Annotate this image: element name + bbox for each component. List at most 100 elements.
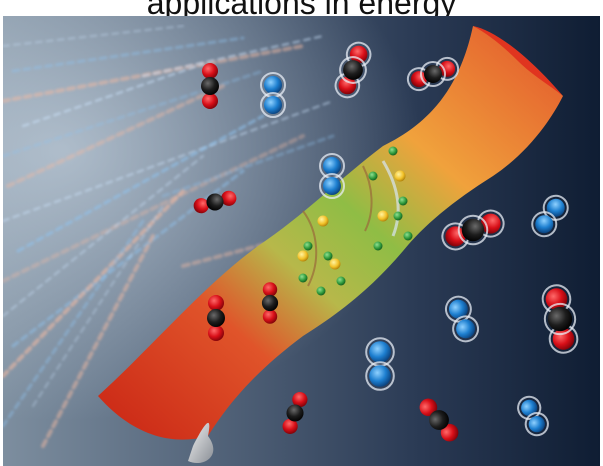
co2-molecule [419,398,459,442]
motion-streak [41,234,155,448]
n2-molecule [260,72,286,118]
pore-molecule-yellow [394,170,406,182]
carbon-atom-halo [420,61,446,87]
carbon-atom [286,404,304,422]
nitrogen-atom [456,319,476,339]
motion-streak [6,84,225,188]
pore-molecule-yellow [329,258,341,270]
oxygen-atom [292,392,308,408]
motion-streak [161,134,335,198]
nitrogen-atom [535,215,554,234]
pore-crack [302,210,318,287]
pore-molecule-green [336,276,346,286]
nitrogen-atom [264,96,282,114]
oxygen-atom [480,213,501,234]
pore-molecule-yellow [377,210,389,222]
nitrogen-atom [369,341,391,363]
nitrogen-atom-halo [531,211,558,238]
co2-molecule [201,63,219,109]
motion-streak [3,69,265,158]
n2-molecule [517,395,549,437]
image-caption-text: applications in energy [146,0,457,18]
nitrogen-atom [546,198,565,217]
motion-streak [3,155,204,317]
oxygen-atom [410,71,427,88]
pore-molecule-green [316,286,326,296]
pore-molecule-green [373,241,383,251]
oxygen-atom [338,76,357,95]
oxygen-atom [439,60,456,77]
motion-streak [16,114,265,253]
motion-streak [11,36,245,73]
pore-molecule-green [403,231,413,241]
motion-streak [3,219,145,428]
co2-molecule [406,56,460,92]
oxygen-atom [445,226,466,247]
pore-crack [362,165,373,232]
carbon-atom [424,65,442,83]
carbon-atom-halo [543,302,577,336]
carbon-atom [207,309,225,327]
carbon-atom-halo [457,214,489,246]
motion-streak [22,63,204,127]
pore-molecule-green [398,196,408,206]
nitrogen-atom-halo [260,92,286,118]
carbon-atom [206,193,224,211]
pore-molecule-green [368,171,378,181]
membrane-curl [188,422,214,464]
nitrogen-atom [448,299,468,319]
motion-streak [142,35,324,77]
pore-molecule-green [323,251,333,261]
oxygen-atom [208,325,224,341]
pore-highlight [381,160,400,237]
carbon-atom [429,410,449,430]
carbon-atom [461,218,485,242]
motion-streak [3,25,184,47]
carbon-atom [261,294,279,312]
n2-molecule [319,153,345,199]
carbon-atom [201,77,219,95]
co2-molecule [541,284,579,354]
carbon-atom [343,60,363,80]
co2-molecule [334,41,372,99]
n2-molecule [365,337,395,391]
n2-molecule [444,295,480,343]
co2-molecule [282,392,308,434]
motion-streaks [3,25,335,448]
nitrogen-atom [323,157,341,175]
oxygen-atom [221,190,237,206]
oxygen-atom [440,423,459,442]
oxygen-atom [349,45,368,64]
oxygen-atom [193,198,209,214]
oxygen-atom [419,398,438,417]
membrane-illustration [3,16,600,466]
co2-molecule [207,295,225,341]
motion-streak [32,205,164,407]
oxygen-atom [202,93,218,109]
oxygen-atom [282,418,298,434]
oxygen-atom [208,295,224,311]
nitrogen-atom-halo [524,412,549,437]
carbon-atom-halo [339,56,367,84]
co2-molecule [193,190,237,214]
pore-molecule-green [393,211,403,221]
motion-streak [3,134,305,283]
pore-molecule-yellow [317,215,329,227]
co2-molecule [261,282,279,324]
oxygen-atom [202,63,218,79]
nitrogen-atom [264,76,282,94]
nitrogen-atom-halo [365,361,395,391]
nitrogen-atom [369,365,391,387]
nitrogen-atom [323,177,341,195]
nitrogen-atom [528,416,545,433]
oxygen-atom [262,282,278,297]
nitrogen-atom-halo [319,173,345,199]
nitrogen-atom-halo [452,315,480,343]
membrane-top-edge [473,26,563,96]
pore-molecule-green [298,273,308,283]
motion-streak [3,100,334,222]
molecules [193,41,579,442]
nitrogen-atom [521,399,538,416]
n2-molecule [531,194,569,238]
